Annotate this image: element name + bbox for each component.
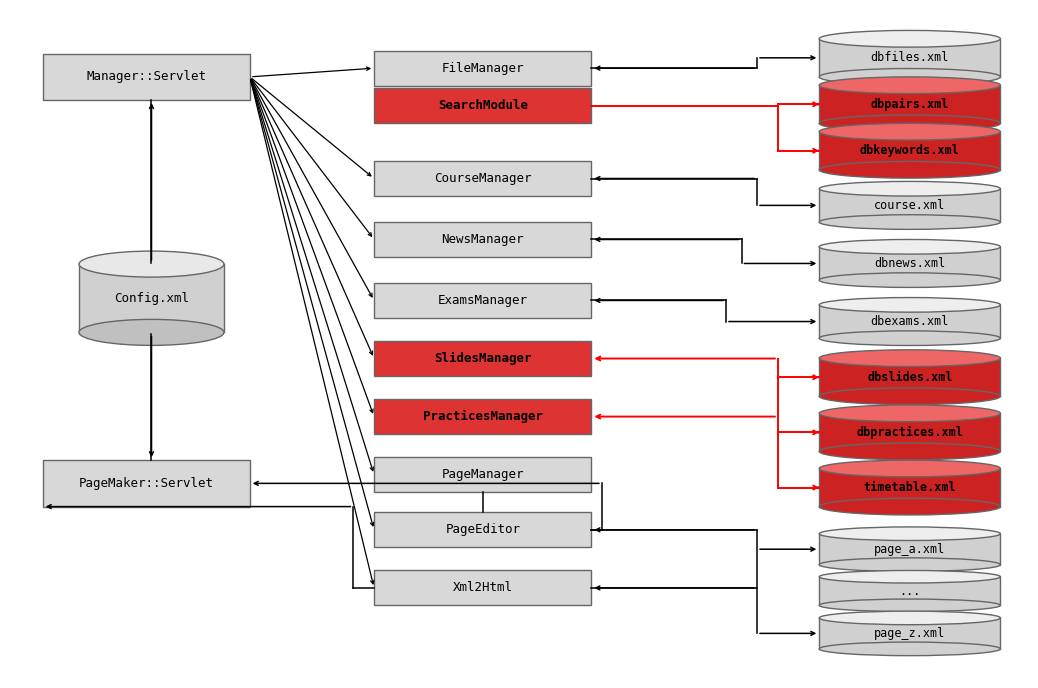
Bar (79, 264, 224, 332)
Text: ExamsManager: ExamsManager (438, 294, 527, 307)
Text: page_z.xml: page_z.xml (874, 627, 946, 640)
FancyBboxPatch shape (43, 460, 250, 506)
Text: dbslides.xml: dbslides.xml (867, 371, 953, 384)
Ellipse shape (819, 69, 1001, 85)
Ellipse shape (819, 123, 1001, 140)
Ellipse shape (819, 558, 1001, 572)
Bar (819, 189, 1001, 222)
Ellipse shape (819, 388, 1001, 405)
Bar (819, 85, 1001, 123)
Text: SlidesManager: SlidesManager (434, 352, 531, 365)
Bar (819, 577, 1001, 605)
Text: Config.xml: Config.xml (114, 292, 189, 305)
Text: Xml2Html: Xml2Html (453, 581, 513, 594)
Text: dbfiles.xml: dbfiles.xml (871, 52, 949, 65)
Text: timetable.xml: timetable.xml (864, 481, 956, 494)
FancyBboxPatch shape (374, 458, 592, 492)
Bar (819, 358, 1001, 396)
Text: dbexams.xml: dbexams.xml (871, 315, 949, 328)
Ellipse shape (819, 642, 1001, 656)
Text: CourseManager: CourseManager (434, 172, 531, 185)
Text: Manager::Servlet: Manager::Servlet (86, 70, 207, 83)
Text: dbpractices.xml: dbpractices.xml (856, 426, 963, 439)
FancyBboxPatch shape (374, 341, 592, 376)
Text: NewsManager: NewsManager (441, 233, 524, 246)
Bar (819, 469, 1001, 506)
Bar (819, 247, 1001, 280)
Ellipse shape (819, 77, 1001, 94)
Ellipse shape (79, 251, 224, 277)
Ellipse shape (819, 405, 1001, 422)
FancyBboxPatch shape (374, 222, 592, 257)
Ellipse shape (819, 611, 1001, 625)
Text: dbkeywords.xml: dbkeywords.xml (859, 144, 960, 158)
FancyBboxPatch shape (374, 51, 592, 85)
Text: FileManager: FileManager (441, 62, 524, 75)
Ellipse shape (819, 239, 1001, 254)
Text: page_a.xml: page_a.xml (874, 543, 946, 556)
Ellipse shape (819, 162, 1001, 178)
Ellipse shape (819, 331, 1001, 345)
FancyBboxPatch shape (374, 570, 592, 605)
Text: SearchModule: SearchModule (438, 99, 527, 112)
Text: course.xml: course.xml (874, 199, 946, 212)
Bar (819, 39, 1001, 77)
Ellipse shape (819, 498, 1001, 515)
Ellipse shape (819, 30, 1001, 47)
Ellipse shape (819, 460, 1001, 477)
Text: PageMaker::Servlet: PageMaker::Servlet (79, 477, 214, 490)
Text: PageEditor: PageEditor (445, 524, 520, 537)
Bar (819, 131, 1001, 170)
FancyBboxPatch shape (374, 513, 592, 547)
Ellipse shape (79, 319, 224, 345)
Bar (819, 618, 1001, 649)
Ellipse shape (819, 570, 1001, 583)
FancyBboxPatch shape (374, 89, 592, 123)
Ellipse shape (819, 443, 1001, 460)
Text: dbpairs.xml: dbpairs.xml (871, 98, 949, 111)
Text: ...: ... (899, 585, 921, 598)
Bar (819, 534, 1001, 565)
Text: PracticesManager: PracticesManager (422, 410, 543, 423)
FancyBboxPatch shape (374, 161, 592, 196)
FancyBboxPatch shape (374, 399, 592, 434)
Text: PageManager: PageManager (441, 468, 524, 481)
FancyBboxPatch shape (374, 283, 592, 318)
Ellipse shape (819, 273, 1001, 288)
Ellipse shape (819, 182, 1001, 196)
Ellipse shape (819, 115, 1001, 131)
Text: dbnews.xml: dbnews.xml (874, 257, 946, 270)
Ellipse shape (819, 297, 1001, 312)
Bar (819, 305, 1001, 338)
Ellipse shape (819, 527, 1001, 541)
Ellipse shape (819, 599, 1001, 612)
Ellipse shape (819, 350, 1001, 367)
FancyBboxPatch shape (43, 54, 250, 100)
Bar (819, 413, 1001, 451)
Ellipse shape (819, 215, 1001, 229)
